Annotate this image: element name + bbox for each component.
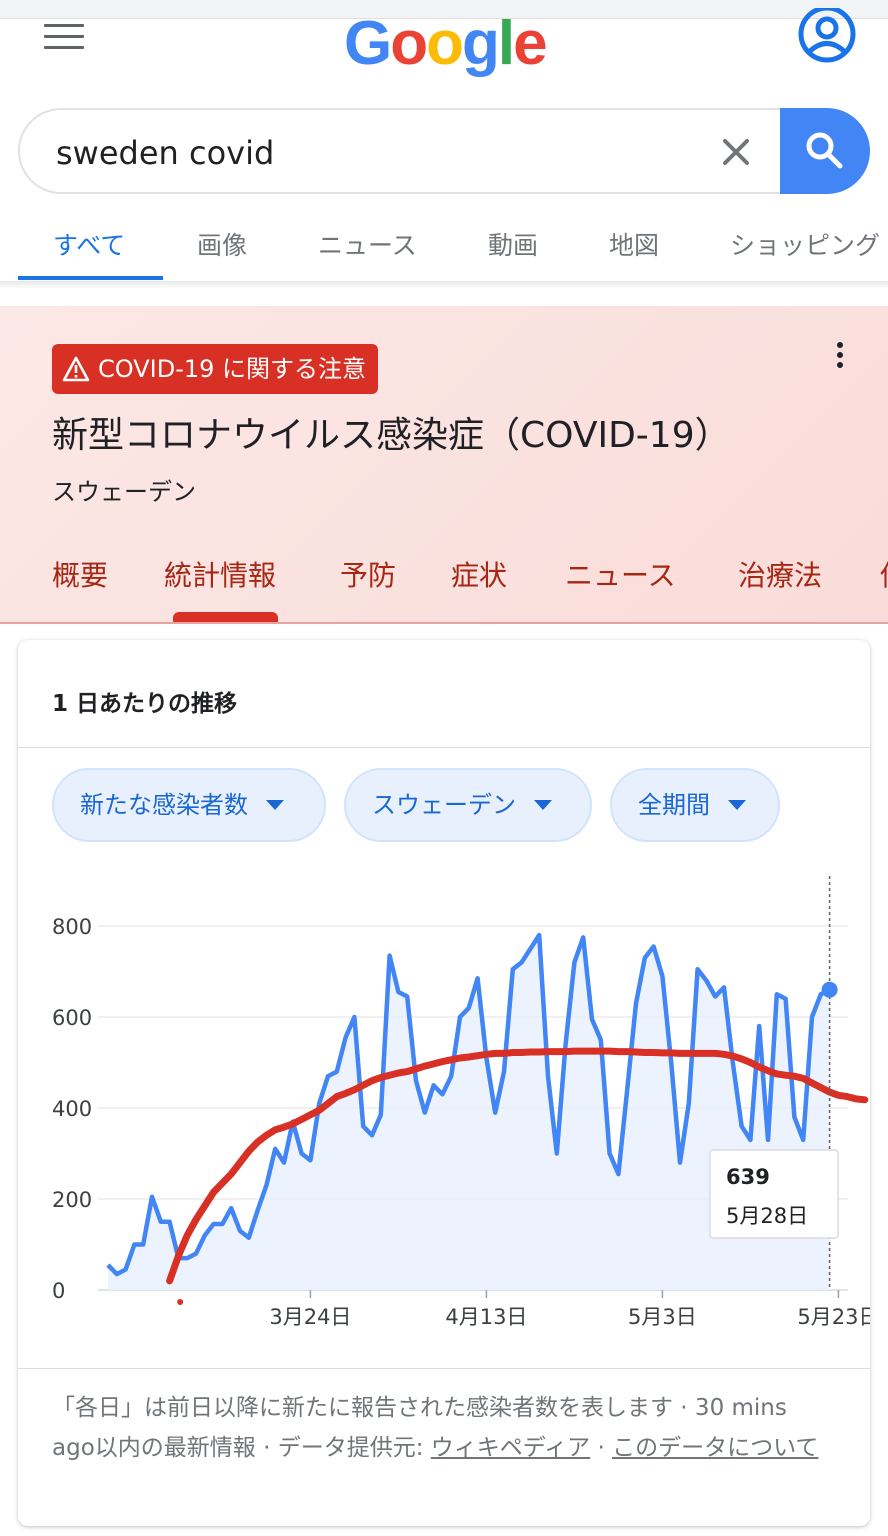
tooltip-box [709, 1149, 839, 1239]
tabs-shadow [0, 281, 888, 289]
account-circle-icon[interactable] [796, 8, 858, 64]
tooltip-value: 639 [726, 1165, 770, 1189]
x-tick-label: 3月24日 [269, 1305, 351, 1329]
search-tabs: すべて 画像 ニュース 動画 地図 ショッピング [0, 212, 888, 282]
y-tick-label: 200 [52, 1188, 92, 1212]
footnote-text: 「各日」は前日以降に新たに報告された感染者数を表します · 30 mins ag… [52, 1395, 787, 1461]
average-start-dot [177, 1299, 184, 1305]
tab-maps[interactable]: 地図 [609, 231, 660, 260]
panel-tab-statistics[interactable]: 統計情報 [164, 559, 277, 592]
y-tick-label: 800 [52, 915, 92, 939]
covid-alert-badge[interactable]: COVID-19 に関する注意 [52, 344, 379, 394]
about-data-link[interactable]: このデータについて [612, 1435, 819, 1461]
y-tick-label: 600 [52, 1006, 92, 1030]
card-footer-divider [18, 1368, 870, 1369]
search-box [18, 108, 868, 194]
panel-tab-overview[interactable]: 概要 [52, 559, 109, 592]
tab-videos[interactable]: 動画 [488, 231, 539, 260]
average-line [166, 1047, 869, 1285]
x-tick-label: 5月23日 [797, 1305, 870, 1329]
daily-cases-line [106, 932, 831, 1277]
wikipedia-source-link[interactable]: ウィキペディア [430, 1435, 591, 1461]
panel-tab-more[interactable]: 他 [880, 554, 888, 594]
tab-images[interactable]: 画像 [197, 231, 248, 260]
dropdown-arrow-icon [266, 800, 284, 810]
hamburger-menu-icon[interactable] [44, 24, 84, 52]
covid-panel: COVID-19 に関する注意 新型コロナウイルス感染症（COVID-19） ス… [0, 306, 888, 624]
alert-label: COVID-19 に関する注意 [98, 355, 367, 383]
card-divider [18, 747, 870, 748]
panel-tab-treatment[interactable]: 治療法 [738, 559, 823, 592]
metric-chip-label: 新たな感染者数 [80, 791, 248, 819]
x-tick-label: 5月3日 [628, 1305, 697, 1329]
y-tick-label: 0 [52, 1279, 65, 1303]
panel-subtitle: スウェーデン [52, 478, 196, 506]
dropdown-arrow-icon [534, 800, 552, 810]
search-input[interactable] [54, 128, 698, 178]
daily-cases-chart[interactable]: 0 200 400 600 800 3月24日 4月13日 5月3日 5月23日 639 5月28日 [18, 860, 870, 1360]
tab-shopping[interactable]: ショッピング [730, 231, 881, 260]
active-tab-underline [18, 276, 163, 280]
close-icon[interactable] [720, 136, 752, 168]
panel-tab-news[interactable]: ニュース [565, 559, 676, 592]
data-footnote: 「各日」は前日以降に新たに報告された感染者数を表します · 30 mins ag… [52, 1388, 832, 1468]
more-options-icon[interactable] [832, 342, 848, 376]
card-title: 1 日あたりの推移 [52, 691, 238, 717]
panel-title: 新型コロナウイルス感染症（COVID-19） [52, 415, 731, 456]
panel-tab-prevention[interactable]: 予防 [340, 559, 397, 592]
tab-all[interactable]: すべて [53, 231, 126, 260]
footnote-separator: · [590, 1435, 613, 1461]
browser-top-strip [0, 0, 888, 19]
region-dropdown-chip[interactable]: スウェーデン [344, 768, 592, 842]
period-dropdown-chip[interactable]: 全期間 [610, 768, 780, 842]
search-icon [806, 132, 843, 169]
hover-point [821, 981, 838, 998]
panel-tab-symptoms[interactable]: 症状 [451, 559, 508, 592]
daily-trend-card: 1 日あたりの推移 新たな感染者数 スウェーデン 全期間 0 200 400 600 8… [18, 640, 870, 1526]
period-chip-label: 全期間 [638, 791, 710, 819]
tooltip-date: 5月28日 [726, 1204, 808, 1228]
x-tick-label: 4月13日 [445, 1305, 527, 1329]
metric-dropdown-chip[interactable]: 新たな感染者数 [52, 768, 326, 842]
tab-news[interactable]: ニュース [318, 231, 417, 260]
panel-active-tab-indicator [173, 612, 278, 622]
daily-cases-area [108, 935, 830, 1290]
search-button[interactable] [780, 108, 870, 194]
y-tick-label: 400 [52, 1097, 92, 1121]
warning-icon [62, 356, 90, 382]
region-chip-label: スウェーデン [372, 791, 516, 819]
google-logo[interactable]: Google [344, 9, 548, 78]
dropdown-arrow-icon [728, 800, 746, 810]
